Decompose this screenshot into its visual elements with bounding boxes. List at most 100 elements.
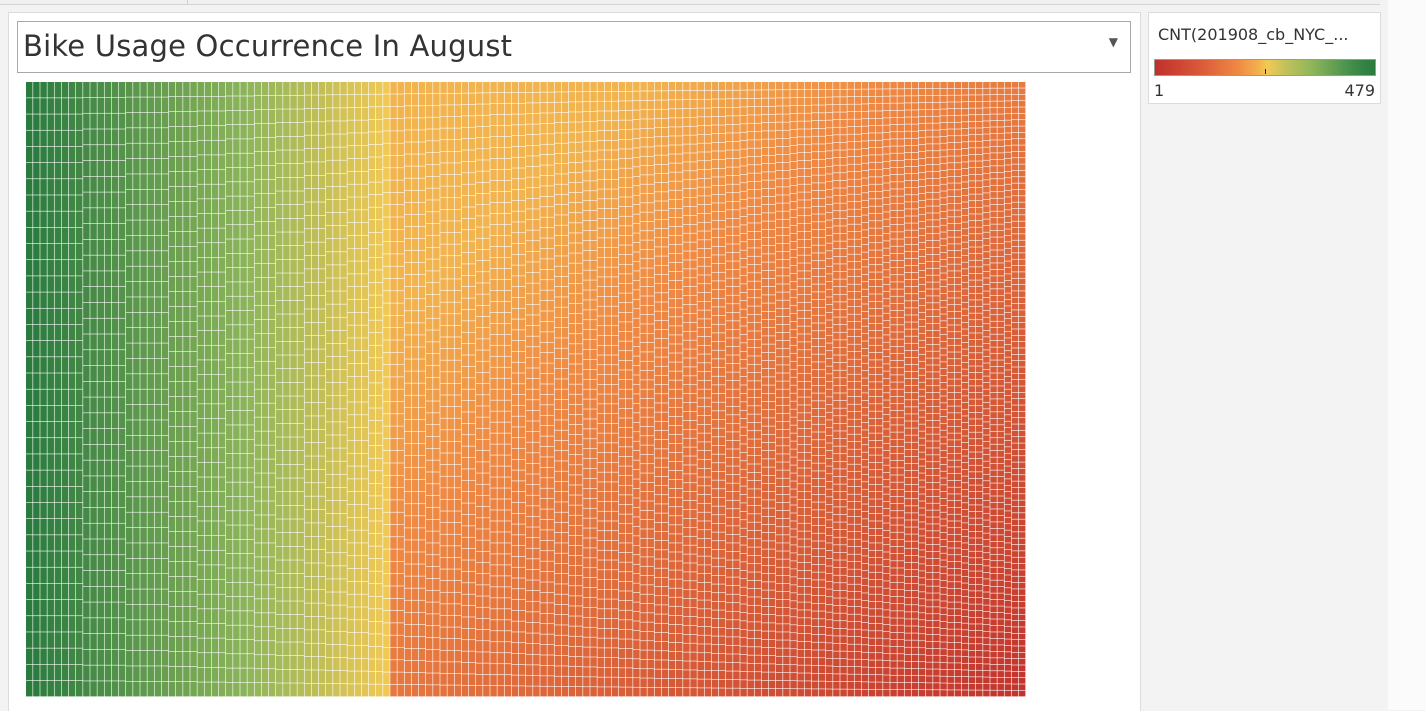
treemap-cell[interactable] xyxy=(497,279,504,291)
treemap-cell[interactable] xyxy=(376,471,383,484)
treemap-cell[interactable] xyxy=(397,168,404,180)
treemap-cell[interactable] xyxy=(233,525,240,540)
treemap-cell[interactable] xyxy=(247,525,254,540)
treemap-cell[interactable] xyxy=(468,104,476,116)
treemap-cell[interactable] xyxy=(176,472,183,487)
treemap-cell[interactable] xyxy=(611,111,619,121)
treemap-cell[interactable] xyxy=(440,453,447,465)
treemap-cell[interactable] xyxy=(440,638,447,650)
treemap-cell[interactable] xyxy=(647,445,654,455)
treemap-cell[interactable] xyxy=(283,451,290,465)
treemap-cell[interactable] xyxy=(361,158,369,172)
treemap-cell[interactable] xyxy=(676,262,683,272)
treemap-cell[interactable] xyxy=(568,636,576,646)
treemap-cell[interactable] xyxy=(26,438,33,454)
treemap-cell[interactable] xyxy=(404,130,412,142)
treemap-cell[interactable] xyxy=(583,419,590,429)
treemap-cell[interactable] xyxy=(654,228,662,238)
treemap-cell[interactable] xyxy=(440,673,447,685)
treemap-cell[interactable] xyxy=(197,155,204,170)
treemap-cell[interactable] xyxy=(297,519,304,533)
treemap-cell[interactable] xyxy=(290,300,297,314)
treemap-cell[interactable] xyxy=(183,292,190,307)
treemap-cell[interactable] xyxy=(511,82,519,93)
treemap-cell[interactable] xyxy=(26,470,33,486)
treemap-cell[interactable] xyxy=(483,406,490,417)
treemap-cell[interactable] xyxy=(54,502,62,519)
treemap-cell[interactable] xyxy=(140,174,147,190)
treemap-cell[interactable] xyxy=(640,193,647,203)
treemap-cell[interactable] xyxy=(668,199,676,209)
treemap-cell[interactable] xyxy=(426,661,433,673)
treemap-cell[interactable] xyxy=(247,539,254,554)
treemap-cell[interactable] xyxy=(561,92,569,102)
treemap-cell[interactable] xyxy=(668,443,676,453)
treemap-cell[interactable] xyxy=(468,366,476,378)
treemap-cell[interactable] xyxy=(704,512,712,521)
treemap-cell[interactable] xyxy=(518,643,526,654)
treemap-cell[interactable] xyxy=(476,216,483,227)
treemap-cell[interactable] xyxy=(261,655,269,669)
treemap-cell[interactable] xyxy=(711,367,719,376)
treemap-cell[interactable] xyxy=(661,210,669,220)
treemap-cell[interactable] xyxy=(318,429,326,443)
treemap-cell[interactable] xyxy=(490,378,497,389)
treemap-cell[interactable] xyxy=(226,611,233,625)
treemap-cell[interactable] xyxy=(218,257,226,272)
treemap-cell[interactable] xyxy=(697,503,704,512)
treemap-cell[interactable] xyxy=(690,483,697,492)
treemap-cell[interactable] xyxy=(590,468,597,479)
treemap-cell[interactable] xyxy=(618,495,626,505)
treemap-cell[interactable] xyxy=(318,590,326,603)
treemap-cell[interactable] xyxy=(383,217,390,229)
treemap-cell[interactable] xyxy=(576,525,583,536)
treemap-cell[interactable] xyxy=(211,155,219,170)
treemap-cell[interactable] xyxy=(547,113,554,124)
treemap-cell[interactable] xyxy=(311,630,319,643)
treemap-cell[interactable] xyxy=(68,195,76,211)
treemap-cell[interactable] xyxy=(354,492,362,505)
treemap-cell[interactable] xyxy=(304,576,312,590)
treemap-cell[interactable] xyxy=(368,458,376,471)
treemap-cell[interactable] xyxy=(533,219,540,230)
treemap-cell[interactable] xyxy=(483,585,490,596)
treemap-cell[interactable] xyxy=(576,152,583,163)
treemap-cell[interactable] xyxy=(347,120,354,133)
treemap-cell[interactable] xyxy=(626,639,633,649)
treemap-cell[interactable] xyxy=(247,382,254,397)
treemap-cell[interactable] xyxy=(183,487,190,502)
treemap-cell[interactable] xyxy=(668,253,676,263)
treemap-cell[interactable] xyxy=(690,313,697,323)
treemap-cell[interactable] xyxy=(540,478,547,488)
treemap-cell[interactable] xyxy=(490,477,497,488)
treemap-cell[interactable] xyxy=(161,281,169,297)
treemap-cell[interactable] xyxy=(568,535,576,546)
treemap-cell[interactable] xyxy=(347,171,354,184)
treemap-cell[interactable] xyxy=(683,82,690,91)
treemap-cell[interactable] xyxy=(211,433,219,448)
treemap-cell[interactable] xyxy=(297,642,304,656)
treemap-cell[interactable] xyxy=(540,227,547,238)
treemap-cell[interactable] xyxy=(576,213,583,223)
treemap-cell[interactable] xyxy=(711,359,719,368)
treemap-cell[interactable] xyxy=(561,604,569,615)
treemap-cell[interactable] xyxy=(497,147,504,159)
treemap-cell[interactable] xyxy=(454,511,462,523)
treemap-cell[interactable] xyxy=(276,259,283,273)
treemap-cell[interactable] xyxy=(211,667,219,682)
treemap-cell[interactable] xyxy=(254,459,262,473)
treemap-cell[interactable] xyxy=(490,455,497,466)
treemap-cell[interactable] xyxy=(468,628,476,640)
treemap-cell[interactable] xyxy=(197,448,204,463)
treemap-cell[interactable] xyxy=(161,466,169,482)
treemap-cell[interactable] xyxy=(511,686,519,697)
treemap-cell[interactable] xyxy=(576,202,583,213)
treemap-cell[interactable] xyxy=(683,536,690,545)
treemap-cell[interactable] xyxy=(190,337,197,352)
treemap-cell[interactable] xyxy=(576,676,583,687)
treemap-cell[interactable] xyxy=(497,653,504,664)
treemap-cell[interactable] xyxy=(218,433,226,448)
treemap-cell[interactable] xyxy=(690,509,697,519)
treemap-cell[interactable] xyxy=(533,209,540,220)
treemap-cell[interactable] xyxy=(618,572,626,582)
